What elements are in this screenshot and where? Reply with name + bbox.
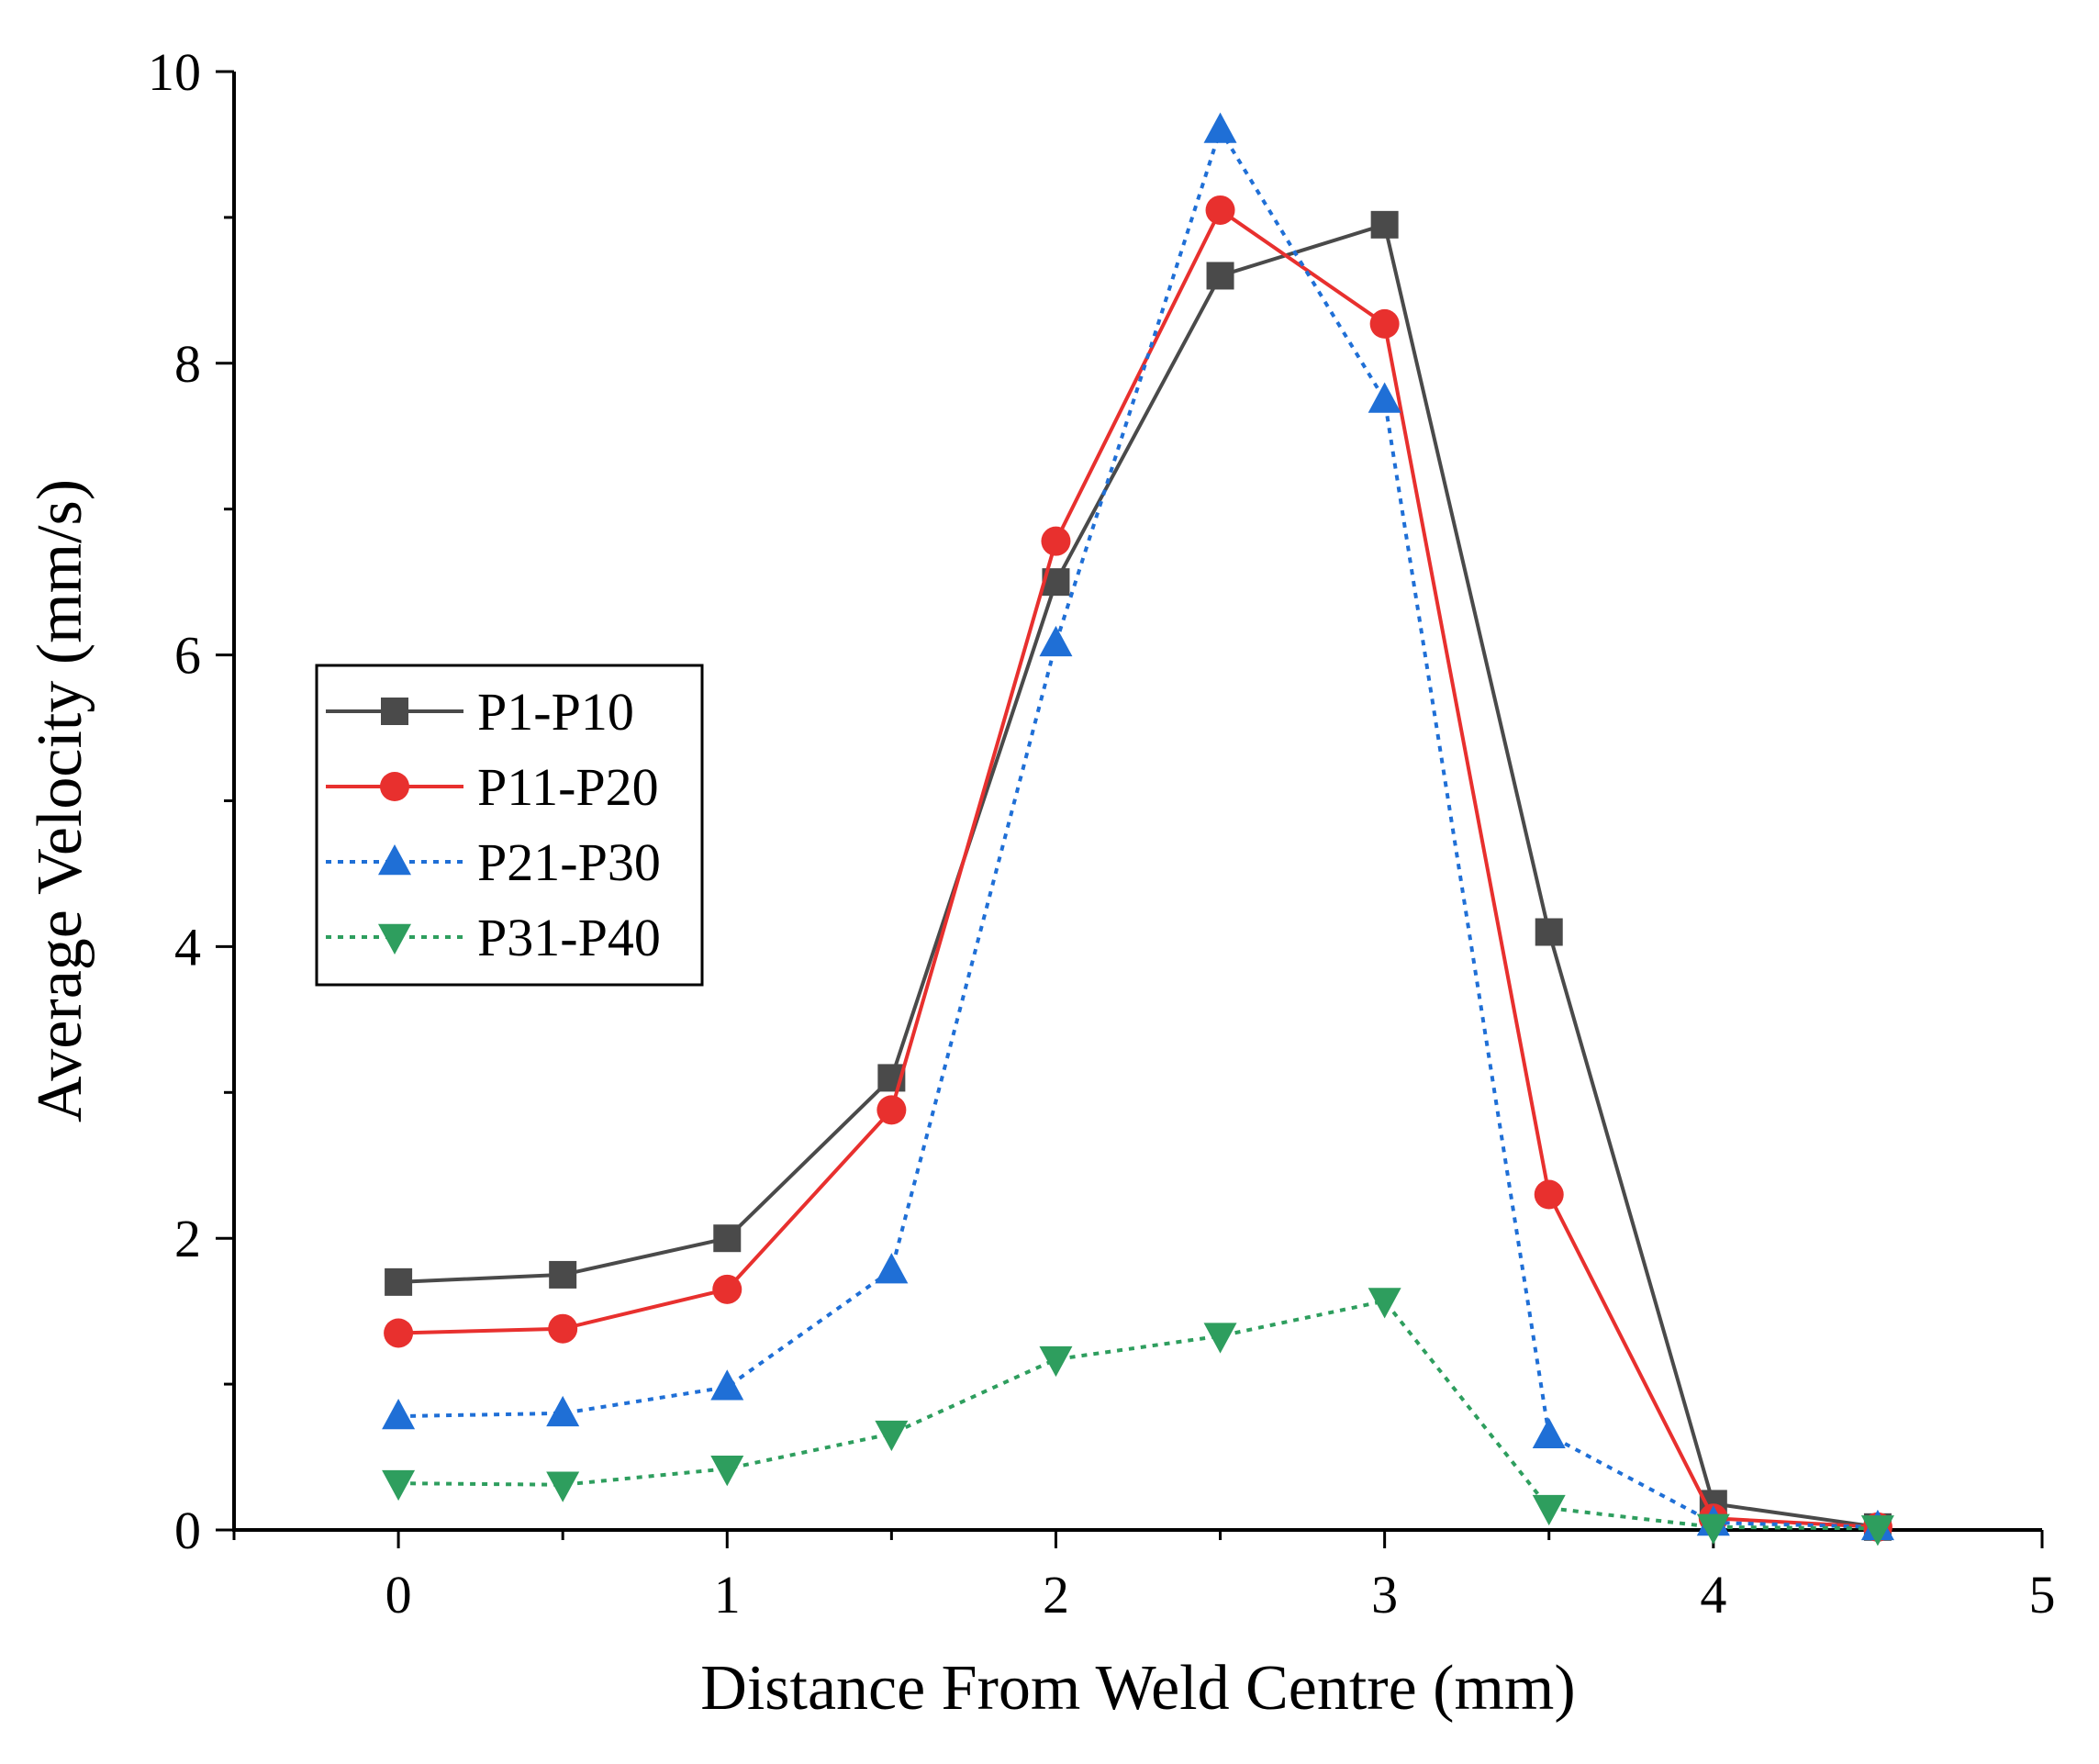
data-point bbox=[384, 1318, 414, 1348]
data-point bbox=[548, 1313, 578, 1344]
data-point bbox=[1206, 262, 1234, 290]
data-point bbox=[1696, 1513, 1730, 1545]
x-tick-label: 1 bbox=[714, 1565, 741, 1624]
y-tick-label: 2 bbox=[174, 1209, 201, 1268]
data-point bbox=[1205, 195, 1235, 225]
data-point bbox=[1203, 1323, 1237, 1354]
y-tick-label: 8 bbox=[174, 334, 201, 394]
x-tick-label: 3 bbox=[1371, 1565, 1398, 1624]
data-point bbox=[875, 1420, 909, 1452]
data-point bbox=[382, 1469, 416, 1502]
data-point bbox=[1368, 382, 1401, 413]
data-point bbox=[1041, 526, 1071, 556]
data-point bbox=[1534, 1179, 1564, 1210]
series-p11-p20 bbox=[384, 195, 1892, 1542]
legend-label: P31-P40 bbox=[477, 908, 661, 967]
y-axis-title: Average Velocity (mm/s) bbox=[25, 479, 95, 1122]
data-point bbox=[1039, 625, 1073, 657]
data-point bbox=[876, 1095, 907, 1125]
data-point bbox=[710, 1456, 744, 1487]
data-point bbox=[875, 1253, 909, 1284]
series-line bbox=[398, 207, 1879, 1529]
data-point bbox=[546, 1395, 580, 1427]
legend-marker bbox=[378, 844, 411, 876]
x-tick-label: 0 bbox=[385, 1565, 412, 1624]
data-point bbox=[546, 1471, 580, 1502]
legend-label: P21-P30 bbox=[477, 832, 661, 892]
data-point bbox=[1532, 1494, 1566, 1526]
series-line bbox=[398, 128, 1878, 1529]
y-tick-label: 10 bbox=[148, 42, 201, 102]
data-point bbox=[710, 1369, 744, 1401]
series-line bbox=[398, 1299, 1878, 1531]
y-tick-label: 6 bbox=[174, 626, 201, 686]
data-point bbox=[1532, 1417, 1566, 1448]
legend-label: P11-P20 bbox=[477, 757, 659, 817]
data-point bbox=[1370, 210, 1399, 239]
x-tick-label: 5 bbox=[2029, 1565, 2056, 1624]
data-point bbox=[713, 1224, 742, 1253]
series-p31-p40 bbox=[382, 1288, 1894, 1546]
legend-label: P1-P10 bbox=[477, 682, 634, 742]
y-tick-label: 0 bbox=[174, 1501, 201, 1560]
legend: P1-P10 P11-P20 P21-P30 P31-P40 bbox=[315, 664, 704, 987]
y-tick-label: 4 bbox=[174, 917, 201, 977]
series-group bbox=[382, 112, 1894, 1546]
x-axis-title: Distance From Weld Centre (mm) bbox=[700, 1653, 1575, 1724]
data-point bbox=[385, 1267, 413, 1296]
x-tick-label: 4 bbox=[1700, 1565, 1726, 1624]
series-line bbox=[398, 222, 1879, 1529]
data-point bbox=[1860, 1515, 1894, 1546]
data-point bbox=[1535, 918, 1563, 946]
legend-marker bbox=[380, 772, 409, 801]
data-point bbox=[1369, 308, 1400, 339]
legend-marker bbox=[381, 698, 408, 725]
axes: 0 1 2 3 4 5 0 2 4 6 8 10 Distance From Weld Centre (… bbox=[25, 42, 2056, 1724]
data-point bbox=[382, 1399, 416, 1430]
data-point bbox=[712, 1274, 742, 1304]
legend-marker bbox=[378, 923, 411, 955]
x-tick-label: 2 bbox=[1043, 1565, 1069, 1624]
data-point bbox=[549, 1260, 577, 1289]
data-point bbox=[1203, 112, 1237, 143]
data-point bbox=[1368, 1288, 1401, 1319]
data-point bbox=[1039, 1345, 1073, 1378]
series-p21-p30 bbox=[382, 112, 1894, 1541]
